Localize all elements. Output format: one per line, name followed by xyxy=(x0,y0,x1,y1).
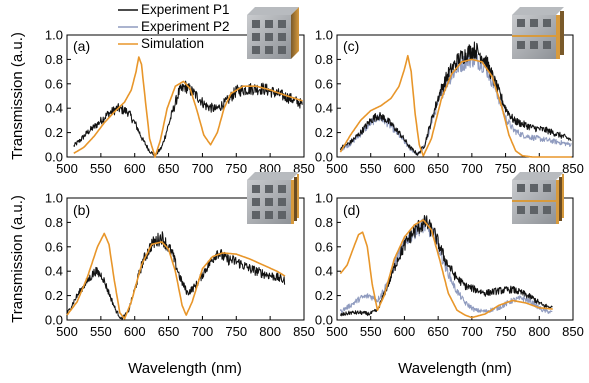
legend: Experiment P1 Experiment P2 Simulation xyxy=(118,2,230,51)
x-tick-label-b-700: 700 xyxy=(192,324,214,339)
series-sim-b xyxy=(66,232,286,320)
x-tick-label-b-600: 600 xyxy=(124,324,146,339)
nanostructure-stack-icon xyxy=(512,172,564,224)
plot-frame-d xyxy=(336,197,574,321)
x-tick-label-b-800: 800 xyxy=(259,324,281,339)
x-tick-label-b-750: 750 xyxy=(225,324,247,339)
x-tick-label-c-700: 700 xyxy=(461,161,483,176)
y-tick-label-c-0.6: 0.6 xyxy=(315,76,333,91)
y-tick-label-c-0.2: 0.2 xyxy=(315,125,333,140)
x-tick-label-d-800: 800 xyxy=(528,324,550,339)
x-tick-label-d-600: 600 xyxy=(394,324,416,339)
panel-label-a: (a) xyxy=(73,38,90,54)
ticks-b: 500 550 600 650 700 750 800 850 0.0 0.2 0.4 0.6 0.8 1… xyxy=(45,191,315,340)
x-tick-label-c-600: 600 xyxy=(394,161,416,176)
ticks-c: 500 550 600 650 700 750 800 8500.00.20.40.60.81… xyxy=(315,28,584,177)
y-tick-label-c-0.8: 0.8 xyxy=(315,52,333,67)
y-tick-label-a-0.2: 0.2 xyxy=(45,125,63,140)
curves-a xyxy=(73,56,303,158)
x-tick-label-a-550: 550 xyxy=(90,161,112,176)
y-tick-label-b-0.4: 0.4 xyxy=(45,264,63,279)
y-tick-label-a-0.4: 0.4 xyxy=(45,101,63,116)
series-sim-a xyxy=(73,56,303,158)
panel-label-c: (c) xyxy=(343,38,359,54)
series-p1-b xyxy=(66,231,286,321)
y-tick-label-d-0.0: 0.0 xyxy=(315,313,333,328)
x-tick-label-c-550: 550 xyxy=(360,161,382,176)
y-tick-label-a-0.6: 0.6 xyxy=(45,76,63,91)
x-tick-label-d-550: 550 xyxy=(360,324,382,339)
curves-c xyxy=(339,41,572,158)
x-tick-label-a-700: 700 xyxy=(192,161,214,176)
x-tick-label-b-500: 500 xyxy=(56,324,78,339)
panel-b: 500 550 600 650 700 750 800 850 0.0 0.2 0.4 0.6 0.8 1… xyxy=(45,172,315,339)
y-tick-label-b-0.2: 0.2 xyxy=(45,288,63,303)
plot-frame-c xyxy=(336,34,574,158)
x-tick-label-c-850: 850 xyxy=(562,161,584,176)
y-tick-label-d-0.4: 0.4 xyxy=(315,264,333,279)
x-tick-label-c-650: 650 xyxy=(427,161,449,176)
y-tick-label-d-0.8: 0.8 xyxy=(315,215,333,230)
panel-label-b: (b) xyxy=(73,202,90,218)
y-tick-label-c-1.0: 1.0 xyxy=(315,28,333,43)
x-tick-label-c-500: 500 xyxy=(326,161,348,176)
y-tick-label-b-0.8: 0.8 xyxy=(45,215,63,230)
x-axis-title-right: Wavelength (nm) xyxy=(398,360,512,377)
x-axis-title-left: Wavelength (nm) xyxy=(128,360,242,377)
legend-label-sim: Simulation xyxy=(141,36,204,51)
panel-a: 500 550 600 650 700 750 800 8500.00.20.40.60.81… xyxy=(45,7,315,176)
series-sim-c xyxy=(339,54,572,158)
x-tick-label-b-550: 550 xyxy=(90,324,112,339)
y-axis-title-top: Transmission (a.u.) xyxy=(9,32,26,160)
series-p1-c xyxy=(339,41,572,156)
plot-frame-b xyxy=(66,197,305,321)
x-tick-label-d-700: 700 xyxy=(461,324,483,339)
y-tick-label-a-0.0: 0.0 xyxy=(45,150,63,165)
plot-frame-a xyxy=(66,34,305,158)
x-tick-label-c-750: 750 xyxy=(495,161,517,176)
curves-d xyxy=(339,214,553,319)
y-tick-label-c-0.4: 0.4 xyxy=(315,101,333,116)
x-tick-label-d-750: 750 xyxy=(495,324,517,339)
x-tick-label-d-650: 650 xyxy=(427,324,449,339)
y-tick-label-c-0.0: 0.0 xyxy=(315,150,333,165)
ticks-a: 500 550 600 650 700 750 800 8500.00.20.40.60.81… xyxy=(45,28,315,177)
series-p1-a xyxy=(73,80,303,158)
series-p1-d xyxy=(339,214,553,317)
panel-label-d: (d) xyxy=(343,202,360,218)
x-tick-label-d-500: 500 xyxy=(326,324,348,339)
panel-c: 500 550 600 650 700 750 800 8500.00.20.40.60.81… xyxy=(315,7,584,176)
y-tick-label-a-0.8: 0.8 xyxy=(45,52,63,67)
ticks-d: 500 550 600 650 700 750 800 850 0.0 0.2 0.4 0.6 0.8 1… xyxy=(315,191,584,340)
nanostructure-stack-icon xyxy=(247,7,299,59)
x-tick-label-d-850: 850 xyxy=(562,324,584,339)
curves-b xyxy=(66,231,286,321)
x-tick-label-b-850: 850 xyxy=(293,324,315,339)
y-tick-label-b-0.6: 0.6 xyxy=(45,239,63,254)
y-tick-label-a-1.0: 1.0 xyxy=(45,28,63,43)
series-sim-d xyxy=(339,219,553,319)
nanostructure-stack-icon xyxy=(247,172,299,224)
y-tick-label-b-1.0: 1.0 xyxy=(45,191,63,206)
y-axis-title-bottom: Transmission (a.u.) xyxy=(9,195,26,323)
y-tick-label-d-1.0: 1.0 xyxy=(315,191,333,206)
x-tick-label-b-650: 650 xyxy=(158,324,180,339)
x-tick-label-a-750: 750 xyxy=(225,161,247,176)
x-tick-label-a-500: 500 xyxy=(56,161,78,176)
legend-label-p1: Experiment P1 xyxy=(141,2,230,17)
nanostructure-stack-icon xyxy=(512,7,564,59)
y-tick-label-d-0.2: 0.2 xyxy=(315,288,333,303)
x-tick-label-a-650: 650 xyxy=(158,161,180,176)
y-tick-label-b-0.0: 0.0 xyxy=(45,313,63,328)
y-tick-label-d-0.6: 0.6 xyxy=(315,239,333,254)
panel-d: 500 550 600 650 700 750 800 850 0.0 0.2 0.4 0.6 0.8 1… xyxy=(315,172,584,339)
legend-label-p2: Experiment P2 xyxy=(141,19,230,34)
x-tick-label-a-600: 600 xyxy=(124,161,146,176)
